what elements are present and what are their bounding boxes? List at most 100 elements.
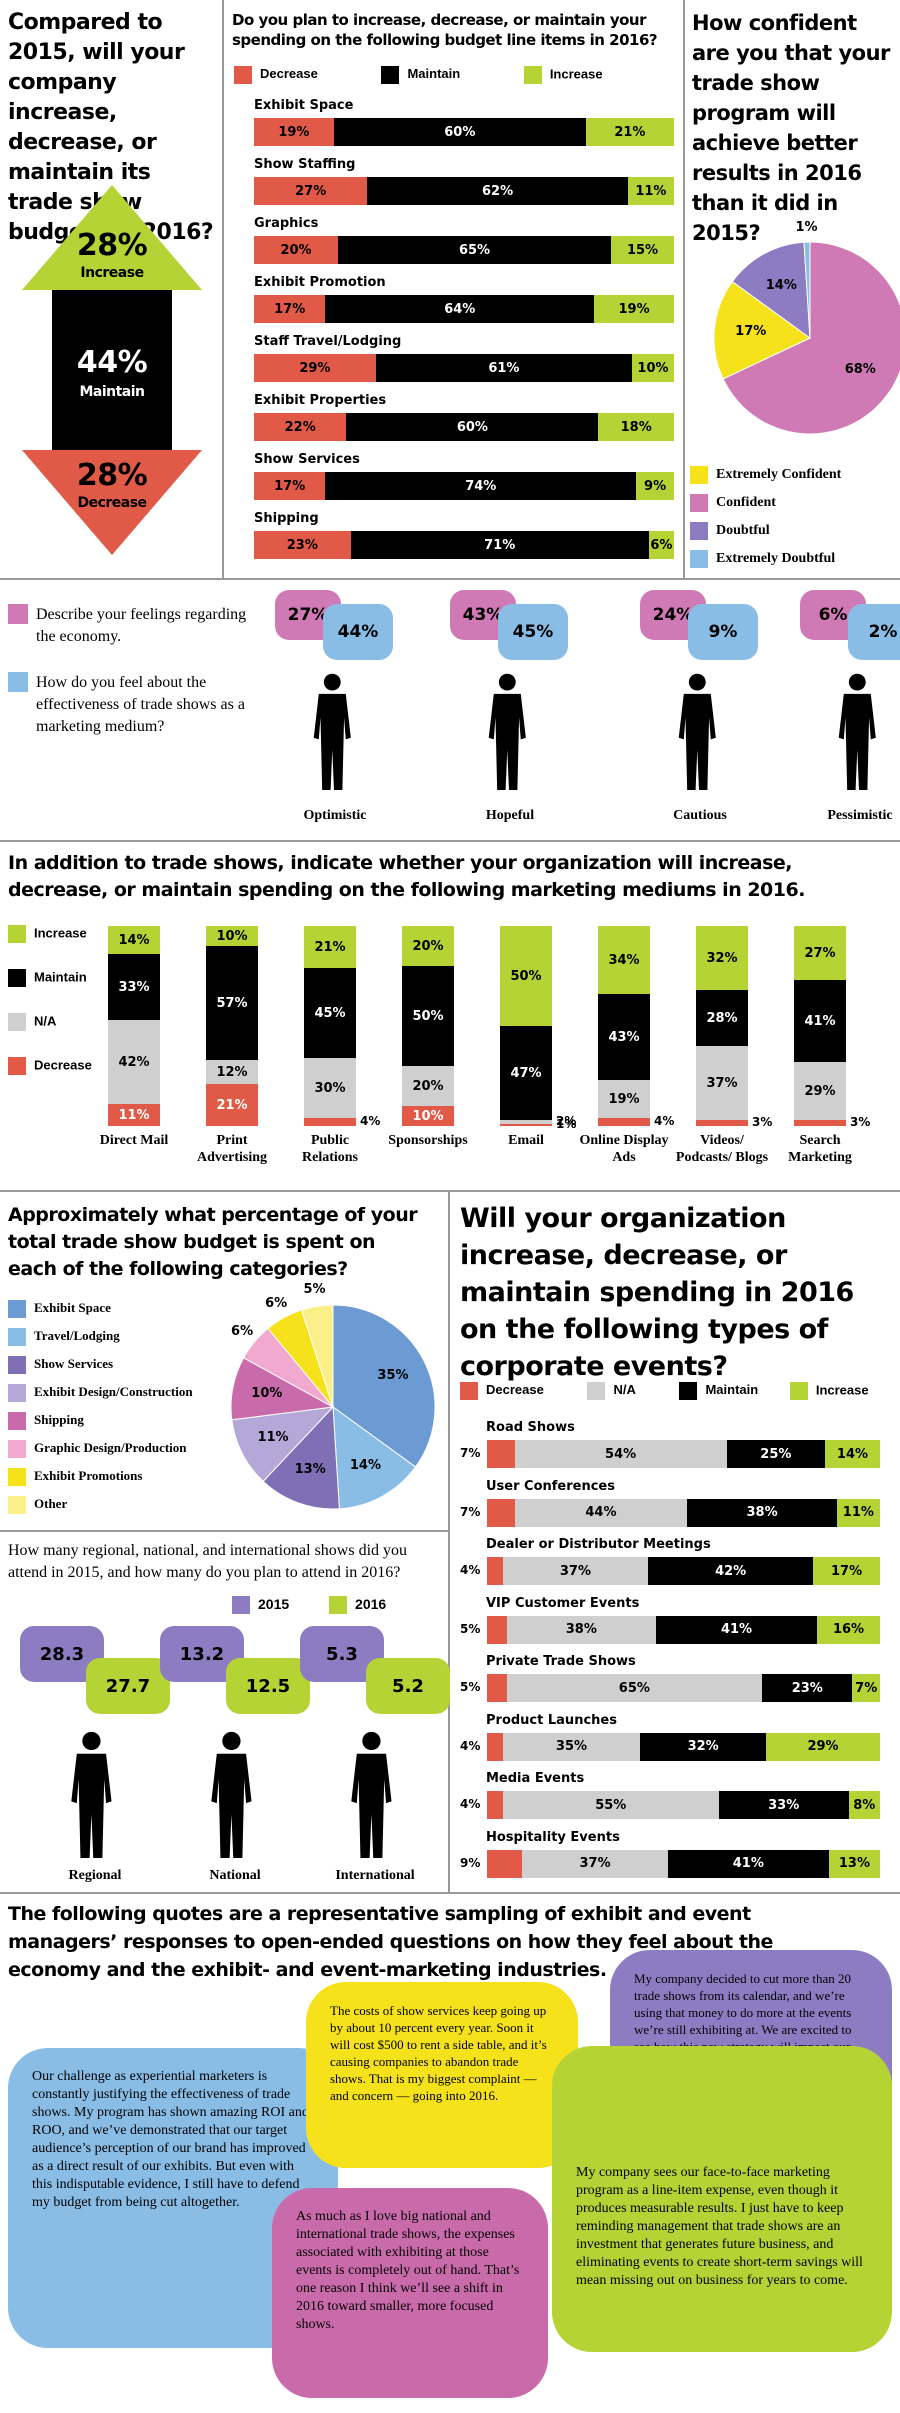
medium-segment	[304, 1118, 356, 1126]
pie-slice	[332, 1405, 417, 1510]
legend-item: Exhibit Design/Construction	[8, 1384, 238, 1412]
legend-label: Graphic Design/Production	[34, 1440, 187, 1455]
person-silhouette	[211, 1731, 252, 1858]
top-row	[0, 0, 900, 580]
line-item-segment: 65%	[338, 236, 611, 264]
event-decrease-label: 4%	[460, 1797, 481, 1811]
medium-segment: 33%	[108, 954, 160, 1020]
feeling-label: Pessimistic	[827, 808, 893, 823]
event-segment	[487, 1791, 503, 1819]
legend-swatch	[8, 1468, 26, 1487]
event-bar: 35% 32% 29%	[487, 1732, 880, 1761]
budget-categories-pie	[230, 1304, 436, 1510]
confidence-question: How confident are you that your trade sh…	[692, 11, 890, 245]
legend-swatch	[690, 466, 708, 484]
line-item-segment: 11%	[627, 177, 674, 205]
legend-label: Extremely Confident	[716, 467, 842, 483]
event-segment: 33%	[718, 1791, 849, 1819]
quote-3: As much as I love big national and inter…	[272, 2188, 548, 2398]
medium-label: Email	[508, 1133, 544, 1148]
event-segment: 42%	[648, 1557, 814, 1585]
line-item-bar: 23% 71% 6%	[254, 531, 674, 559]
medium-segment: 57%	[206, 946, 258, 1060]
medium-label: Videos/ Podcasts/ Blogs	[675, 1133, 769, 1165]
shows-legend: 2015 2016	[232, 1596, 386, 1615]
confidence-pie	[713, 241, 900, 435]
pie-slice	[231, 1406, 335, 1483]
budget-categories-question: Approximately what percentage of your to…	[8, 1204, 418, 1280]
shows-2016-bubble: 5.2	[366, 1658, 450, 1714]
legend-item: Show Services	[8, 1356, 238, 1384]
pie-slice-label: 5%	[303, 1282, 326, 1298]
line-item-bar: 17% 64% 19%	[254, 295, 674, 323]
line-item-segment: 23%	[254, 531, 351, 559]
person-silhouette	[313, 673, 351, 790]
medium-segment: 30%	[304, 1058, 356, 1118]
medium-small-label: 3%	[850, 1115, 871, 1129]
line-item-segment: 74%	[325, 472, 637, 500]
line-item-bar: 17% 74% 9%	[254, 472, 674, 500]
event-segment: 32%	[640, 1732, 767, 1761]
line-item-label: Exhibit Properties	[254, 393, 387, 408]
medium-segment: 21%	[206, 1084, 258, 1126]
line-item-segment: 17%	[254, 295, 326, 323]
line-item-label: Show Services	[254, 452, 360, 467]
legend-swatch	[690, 494, 708, 512]
decrease-value: 28%	[76, 458, 148, 493]
medium-small-label: 1%	[556, 1117, 577, 1131]
person-silhouette	[351, 1731, 392, 1858]
trade-show-bubble: 45%	[498, 604, 568, 660]
pie-slice-label: 1%	[795, 220, 818, 236]
event-bar: 38% 41% 16%	[487, 1615, 880, 1644]
medium-segment: 20%	[402, 926, 454, 966]
legend-label: Other	[34, 1496, 68, 1511]
quote-2: The costs of show services keep going up…	[306, 1982, 578, 2168]
event-bar: 37% 42% 17%	[487, 1557, 880, 1585]
pie-slice	[332, 1304, 436, 1468]
line-item-label: Exhibit Promotion	[254, 275, 386, 290]
pie-slice-label: 17%	[735, 324, 767, 340]
event-segment: 17%	[813, 1557, 880, 1585]
line-item-segment: 9%	[636, 472, 674, 500]
line-item-segment: 60%	[346, 413, 599, 441]
line-item-bar: 19% 60% 21%	[254, 118, 674, 146]
medium-segment	[696, 1120, 748, 1126]
pie-slice-label: 6%	[265, 1295, 288, 1311]
medium-segment: 50%	[500, 926, 552, 1026]
event-decrease-label: 7%	[460, 1504, 481, 1519]
event-decrease-label: 4%	[460, 1738, 481, 1753]
event-segment: 41%	[655, 1615, 818, 1644]
medium-segment: 11%	[108, 1104, 160, 1126]
legend-item: Doubtful	[690, 522, 895, 550]
line-item-segment: 62%	[367, 177, 628, 205]
medium-segment: 47%	[500, 1026, 552, 1120]
quote-5: My company sees our face-to-face marketi…	[552, 2046, 892, 2352]
event-segment: 29%	[766, 1732, 880, 1761]
event-label: Dealer or Distributor Meetings	[486, 1537, 711, 1552]
event-segment: 8%	[848, 1791, 880, 1819]
trade-show-bubble: 9%	[688, 604, 758, 660]
event-segment: 11%	[836, 1498, 880, 1527]
line-item-segment: 22%	[254, 413, 347, 441]
event-label: Hospitality Events	[486, 1829, 620, 1845]
medium-segment: 32%	[696, 926, 748, 990]
line-item-segment: 19%	[594, 295, 674, 323]
event-label: Media Events	[486, 1771, 585, 1786]
medium-segment: 29%	[794, 1062, 846, 1120]
line-item-bar: 20% 65% 15%	[254, 236, 674, 264]
event-segment: 14%	[824, 1440, 880, 1468]
pie-slice-label: 14%	[765, 277, 797, 293]
legend-swatch	[690, 522, 708, 540]
shows-label: International	[335, 1868, 415, 1883]
line-item-label: Exhibit Space	[254, 98, 354, 113]
medium-segment: 34%	[598, 926, 650, 994]
event-label: Road Shows	[486, 1420, 575, 1435]
legend-swatch	[8, 1356, 26, 1375]
medium-small-label: 4%	[360, 1114, 381, 1128]
event-segment: 54%	[514, 1440, 727, 1468]
trade-show-bubble: 2%	[848, 604, 900, 660]
medium-segment: 43%	[598, 994, 650, 1080]
event-decrease-label: 9%	[460, 1855, 481, 1870]
event-label: Product Launches	[486, 1712, 617, 1728]
left-divider	[0, 1530, 448, 1532]
